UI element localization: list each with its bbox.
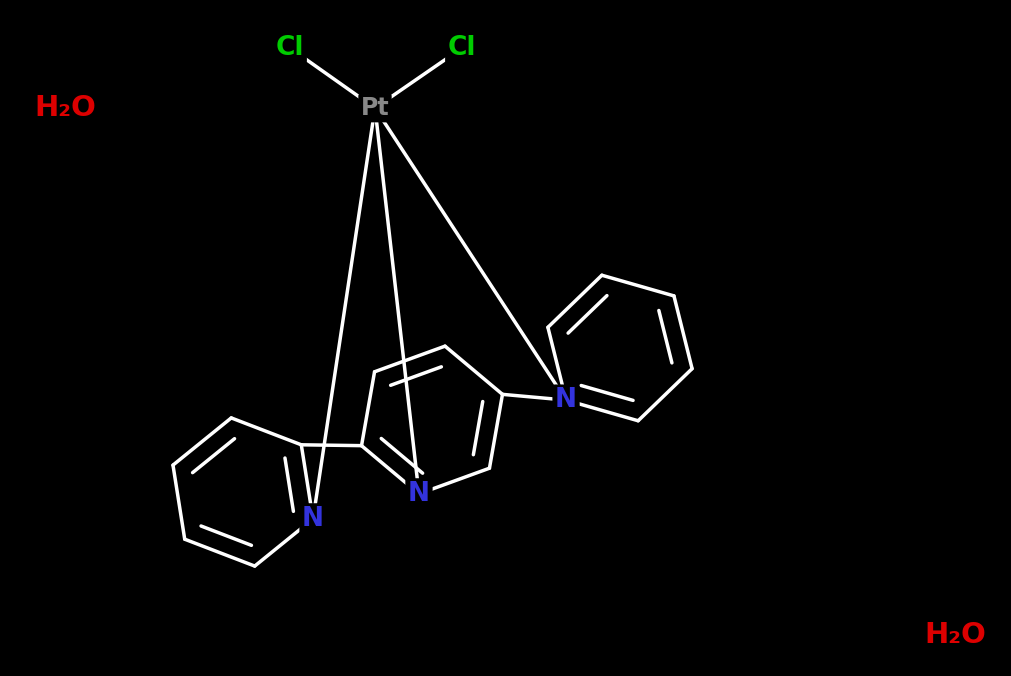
Text: N: N (301, 506, 324, 532)
Text: Cl: Cl (275, 35, 304, 61)
Text: Cl: Cl (447, 35, 476, 61)
Text: H₂O: H₂O (923, 621, 985, 649)
Text: H₂O: H₂O (34, 94, 96, 122)
Text: N: N (407, 481, 430, 507)
Text: N: N (554, 387, 576, 413)
Text: Pt: Pt (360, 96, 389, 120)
